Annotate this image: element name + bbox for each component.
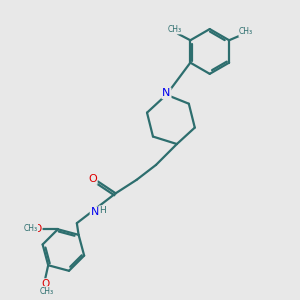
- Text: O: O: [33, 224, 42, 234]
- Text: O: O: [41, 279, 49, 289]
- Text: CH₃: CH₃: [168, 25, 182, 34]
- Text: CH₃: CH₃: [239, 27, 253, 36]
- Text: O: O: [88, 174, 97, 184]
- Text: CH₃: CH₃: [40, 287, 54, 296]
- Text: N: N: [91, 207, 99, 218]
- Text: H: H: [99, 206, 106, 215]
- Text: CH₃: CH₃: [23, 224, 38, 232]
- Text: N: N: [162, 88, 171, 98]
